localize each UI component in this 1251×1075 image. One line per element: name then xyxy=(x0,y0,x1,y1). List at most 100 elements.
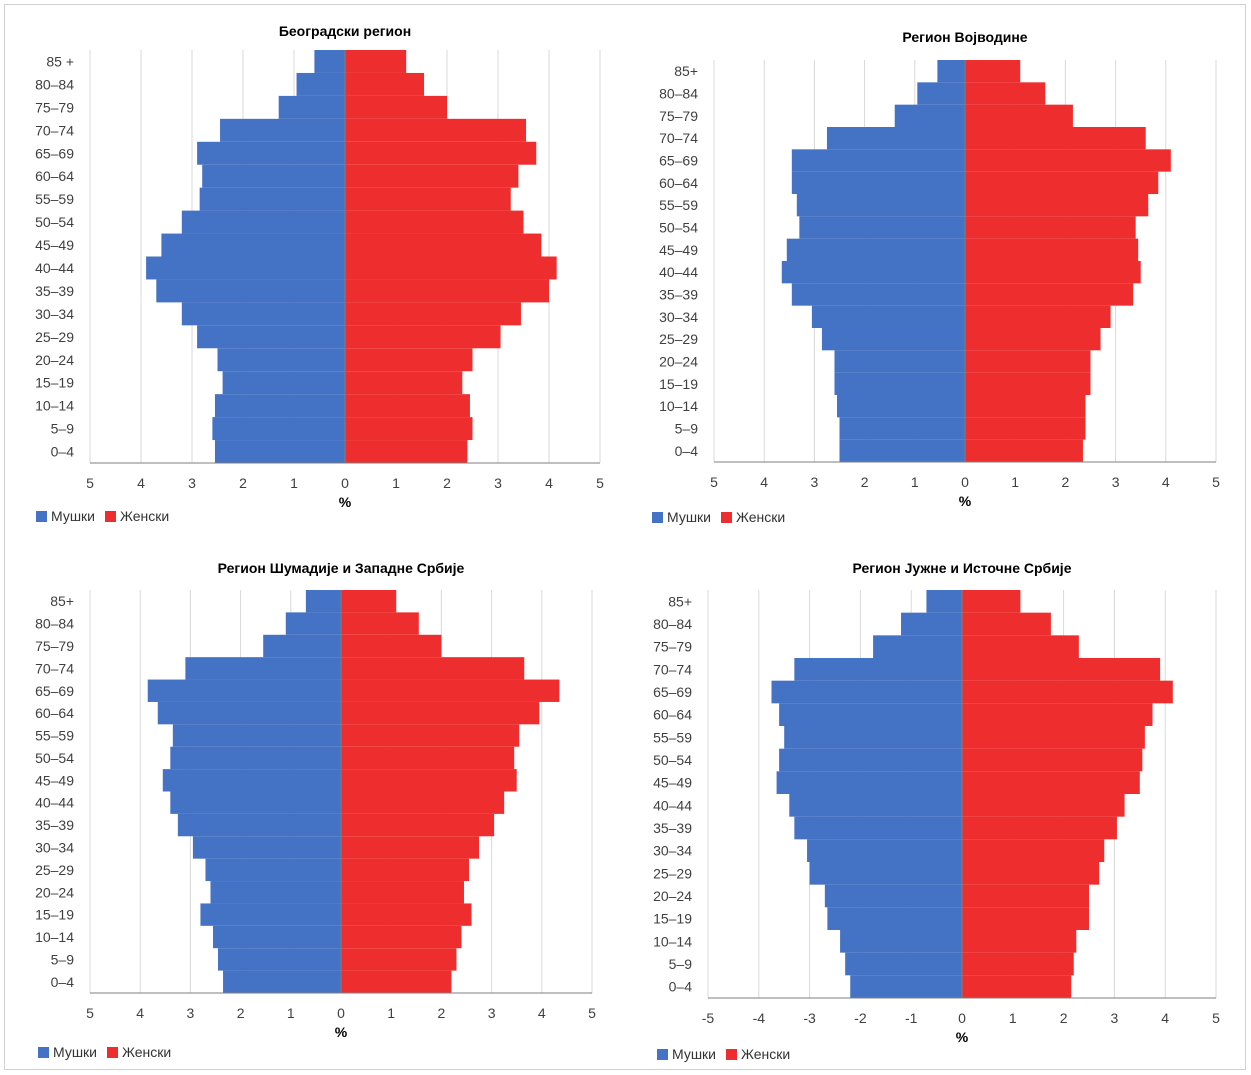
age-group-label: 50–54 xyxy=(653,752,692,768)
x-tick-label: 5 xyxy=(1212,1010,1220,1026)
bar-male xyxy=(212,925,341,949)
age-group-label: 45–49 xyxy=(659,242,698,258)
legend-male-label: Мушки xyxy=(53,1044,97,1060)
age-group-label: 35–39 xyxy=(35,283,74,299)
x-tick-label: 5 xyxy=(596,475,604,491)
bar-male xyxy=(917,82,965,105)
bar-male xyxy=(278,95,345,119)
x-tick-label: 3 xyxy=(187,1005,195,1021)
age-group-label: 40–44 xyxy=(653,797,692,813)
legend-item-male: Мушки xyxy=(657,1046,716,1062)
bar-male xyxy=(824,884,962,908)
bar-male xyxy=(296,72,345,96)
bar-female xyxy=(965,60,1021,83)
age-group-label: 15–19 xyxy=(659,376,698,392)
bar-female xyxy=(341,970,452,993)
bar-female xyxy=(965,283,1134,306)
x-tick-label: 5 xyxy=(588,1005,596,1021)
bar-female xyxy=(345,233,542,257)
legend: Мушки Женски xyxy=(36,508,169,524)
x-tick-label: 1 xyxy=(290,475,298,491)
bar-male xyxy=(840,930,962,953)
age-group-label: 15–19 xyxy=(653,911,692,927)
age-group-label: 5–9 xyxy=(675,421,699,437)
bar-female xyxy=(962,748,1143,772)
bar-male xyxy=(146,256,345,280)
x-tick-label: 3 xyxy=(811,474,819,490)
bar-female xyxy=(345,210,524,234)
bar-male xyxy=(937,60,965,83)
legend-male-label: Мушки xyxy=(667,509,711,525)
bar-male xyxy=(205,858,341,882)
bar-male xyxy=(836,395,965,418)
age-group-label: 55–59 xyxy=(35,191,74,207)
x-tick-label: 4 xyxy=(137,475,145,491)
bar-male xyxy=(794,658,962,681)
x-tick-label: 4 xyxy=(136,1005,144,1021)
age-group-label: 85+ xyxy=(668,593,692,609)
pyramid-panel-1: Београдски регион 85 + 80–84 75–79 70–74 65–6… xyxy=(10,10,620,540)
pyramid-chart-3: Регион Шумадије и Западне Србије 85+ 80–84… xyxy=(35,560,596,1040)
legend-item-male: Мушки xyxy=(36,508,95,524)
age-group-label: 85+ xyxy=(50,593,74,609)
bar-female xyxy=(962,952,1074,976)
bar-female xyxy=(965,395,1086,418)
bar-female xyxy=(962,839,1105,862)
age-group-label: 45–49 xyxy=(653,775,692,791)
x-tick-label: -5 xyxy=(702,1010,715,1026)
bar-male xyxy=(192,836,341,859)
bar-female xyxy=(962,975,1072,998)
age-group-label: 20–24 xyxy=(35,884,74,900)
age-group-label: 80–84 xyxy=(653,616,692,632)
bar-female xyxy=(341,701,540,725)
bar-female xyxy=(962,862,1100,885)
age-group-label: 70–74 xyxy=(35,122,74,138)
bar-female xyxy=(962,884,1089,908)
bar-male xyxy=(197,325,345,349)
x-tick-label: 1 xyxy=(392,475,400,491)
bar-female xyxy=(345,187,511,211)
age-group-label: 35–39 xyxy=(35,817,74,833)
pyramid-panel-3: Регион Шумадије и Западне Србије 85+ 80–84… xyxy=(10,545,620,1075)
bar-female xyxy=(965,149,1171,172)
bar-male xyxy=(185,657,341,680)
bar-male xyxy=(827,907,962,930)
legend-item-female: Женски xyxy=(721,509,785,525)
bar-female xyxy=(341,746,515,770)
age-group-label: 85 + xyxy=(46,53,74,69)
legend-female-label: Женски xyxy=(736,509,786,525)
age-group-label: 55–59 xyxy=(659,197,698,213)
age-group-label: 25–29 xyxy=(653,865,692,881)
legend-item-female: Женски xyxy=(726,1046,790,1062)
age-group-label: 40–44 xyxy=(35,260,74,276)
bar-male xyxy=(218,948,341,971)
bar-female xyxy=(962,794,1125,817)
age-group-label: 70–74 xyxy=(653,661,692,677)
bar-female xyxy=(962,703,1153,726)
bar-female xyxy=(345,118,527,142)
age-group-label: 50–54 xyxy=(35,750,74,766)
bar-male xyxy=(834,372,965,395)
age-group-label: 65–69 xyxy=(653,684,692,700)
bar-female xyxy=(341,724,520,747)
male-swatch xyxy=(38,1046,49,1058)
legend: Мушки Женски xyxy=(652,509,785,525)
bar-male xyxy=(850,975,962,998)
x-tick-label: 0 xyxy=(958,1010,966,1026)
bar-male xyxy=(197,141,345,165)
age-group-label: 40–44 xyxy=(35,795,74,811)
bar-male xyxy=(200,903,341,926)
age-group-label: 75–79 xyxy=(35,638,74,654)
age-group-label: 70–74 xyxy=(35,660,74,676)
bar-male xyxy=(779,703,962,726)
bar-male xyxy=(826,127,965,150)
age-group-label: 80–84 xyxy=(35,616,74,632)
bar-female xyxy=(341,657,525,680)
x-tick-label: 2 xyxy=(443,475,451,491)
bar-male xyxy=(771,680,962,704)
female-swatch xyxy=(107,1046,118,1058)
age-group-label: 0–4 xyxy=(669,979,693,995)
pyramid-panel-2: Регион Војводине 85+ 80–84 75–79 70–74 65–69 6… xyxy=(632,10,1242,540)
x-axis-label: % xyxy=(339,494,352,510)
x-tick-label: 4 xyxy=(545,475,553,491)
